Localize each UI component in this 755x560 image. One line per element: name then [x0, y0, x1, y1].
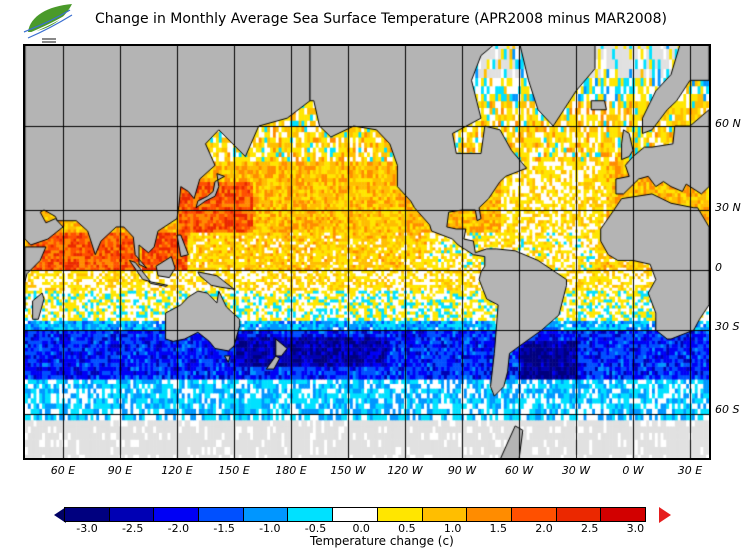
colorbar-tick-label: 2.0 [535, 522, 553, 535]
hko-logo-icon [23, 4, 73, 43]
colorbar-tick-label: 1.5 [489, 522, 508, 535]
colorbar-bin [421, 507, 468, 522]
colorbar-bin [600, 507, 646, 522]
map-title: Change in Monthly Average Sea Surface Te… [95, 11, 667, 27]
lat-label-30n: 30 N [715, 201, 741, 214]
lon-label: 30 E [677, 464, 703, 477]
lat-label-60n: 60 N [715, 117, 741, 130]
colorbar-high-arrow [659, 507, 671, 523]
colorbar-bin [376, 507, 423, 522]
lat-label-60s: 60 S [715, 403, 740, 416]
lon-label: 90 W [447, 464, 477, 477]
colorbar-title: Temperature change (c) [310, 534, 454, 548]
lon-label: 60 E [50, 464, 76, 477]
lat-label-0: 0 [715, 261, 722, 274]
colorbar-tick-label: 2.5 [580, 522, 599, 535]
colorbar-tick-label: 1.0 [443, 522, 462, 535]
colorbar-bin [466, 507, 512, 522]
lon-label: 30 W [561, 464, 591, 477]
colorbar-bin [555, 507, 602, 522]
colorbar-tick-label: 0.0 [352, 522, 370, 535]
colorbar-tick-label: 0.5 [398, 522, 416, 535]
colorbar-bin [153, 507, 200, 522]
lon-label: 90 E [107, 464, 133, 477]
colorbar-tick-label: -2.5 [121, 522, 144, 535]
lat-label-30s: 30 S [715, 320, 740, 333]
lon-label: 120 W [387, 464, 423, 477]
sst-anomaly-map [23, 44, 711, 460]
colorbar-low-arrow [54, 507, 66, 523]
colorbar-bin [332, 507, 378, 522]
lon-label: 0 W [622, 464, 644, 477]
colorbar-bin [242, 507, 289, 522]
colorbar [64, 507, 646, 522]
colorbar-tick-label: -2.0 [167, 522, 190, 535]
colorbar-bin [64, 507, 110, 522]
colorbar-tick-label: -0.5 [304, 522, 327, 535]
colorbar-tick-label: -1.5 [213, 522, 235, 535]
colorbar-tick-label: -1.0 [259, 522, 281, 535]
lon-label: 150 W [330, 464, 366, 477]
lon-label: 180 E [275, 464, 307, 477]
colorbar-bin [510, 507, 557, 522]
colorbar-bin [198, 507, 244, 522]
lon-label: 60 W [504, 464, 534, 477]
colorbar-bin [108, 507, 155, 522]
colorbar-tick-label: -3.0 [76, 522, 98, 535]
colorbar-bin [287, 507, 334, 522]
lon-label: 150 E [218, 464, 250, 477]
lon-label: 120 E [161, 464, 193, 477]
colorbar-tick-label: 3.0 [626, 522, 645, 535]
